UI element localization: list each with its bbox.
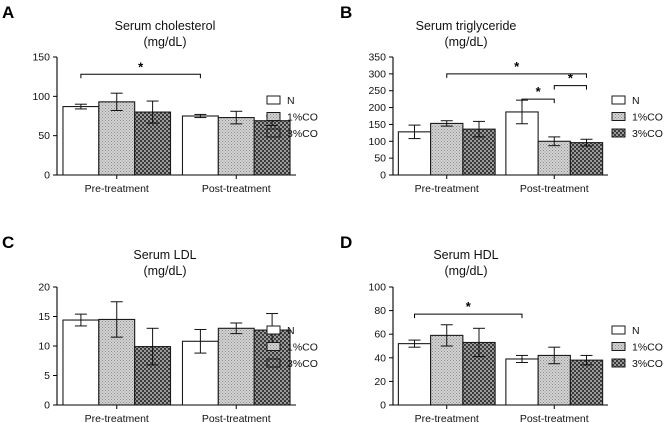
legend-swatch	[611, 112, 626, 121]
y-tick-label: 0	[380, 400, 386, 412]
x-tick-label: Post-treatment	[520, 413, 589, 423]
chart-subtitle: (mg/dL)	[444, 264, 487, 278]
y-tick-label: 5	[44, 370, 50, 382]
chart-subtitle: (mg/dL)	[143, 35, 186, 49]
legend-swatch	[611, 95, 626, 105]
legend-label: N	[287, 325, 295, 337]
significance-star: *	[514, 59, 520, 74]
bar	[98, 101, 136, 176]
legend-label: 1%CO	[287, 342, 318, 354]
bar	[181, 115, 219, 176]
legend-label: 3%CO	[287, 128, 318, 140]
y-tick-label: 100	[368, 282, 386, 294]
x-tick-label: Post-treatment	[202, 413, 271, 423]
significance-star: *	[568, 71, 574, 86]
legend-swatch	[611, 358, 626, 368]
legend-swatch	[266, 128, 281, 138]
legend-label: 3%CO	[632, 128, 663, 140]
chart-subtitle: (mg/dL)	[143, 264, 186, 278]
chart-panel-c: C Serum LDL (mg/dL) 0 5 10 15 20 Pre-treatment Po…	[2, 233, 318, 423]
y-tick-label: 250	[368, 85, 386, 97]
y-tick-label: 50	[38, 130, 50, 142]
x-tick-label: Post-treatment	[202, 183, 271, 195]
bar	[62, 106, 100, 176]
y-tick-label: 200	[368, 102, 386, 114]
chart-panel-b: B Serum triglyceride (mg/dL) 0 50 100 150 200 25…	[340, 3, 663, 195]
legend-label: 3%CO	[632, 358, 663, 370]
y-tick-label: 0	[44, 400, 50, 412]
x-tick-label: Pre-treatment	[85, 413, 149, 423]
legend-label: 1%CO	[287, 112, 318, 124]
x-tick-label: Pre-treatment	[85, 183, 149, 195]
y-tick-label: 60	[374, 329, 386, 341]
bar	[569, 359, 604, 406]
bar	[217, 327, 255, 406]
y-tick-label: 80	[374, 305, 386, 317]
chart-title: Serum LDL	[133, 248, 196, 262]
y-tick-label: 15	[38, 311, 50, 323]
significance-bracket	[521, 98, 555, 104]
significance-bracket	[446, 73, 587, 78]
y-tick-label: 40	[374, 352, 386, 364]
bar	[569, 142, 604, 176]
significance-bracket	[80, 73, 201, 79]
y-tick-label: 150	[368, 119, 386, 131]
y-tick-label: 50	[374, 153, 386, 165]
legend-label: N	[287, 95, 295, 107]
bar	[430, 122, 464, 176]
bar	[397, 343, 432, 406]
y-tick-label: 150	[32, 52, 50, 64]
panel-letter: D	[340, 233, 352, 252]
chart-panel-d: D Serum HDL (mg/dL) 0 20 40 60 80 100 Pre-treatme…	[340, 233, 663, 423]
legend-swatch	[611, 128, 626, 138]
bar	[217, 117, 255, 176]
significance-star: *	[466, 299, 472, 314]
bar	[62, 319, 100, 406]
legend-label: 1%CO	[632, 112, 663, 124]
significance-star: *	[138, 59, 144, 74]
panel-letter: A	[2, 3, 14, 22]
significance-star: *	[536, 84, 542, 99]
legend-label: N	[632, 95, 640, 107]
legend-label: N	[632, 325, 640, 337]
y-tick-label: 0	[380, 170, 386, 182]
panel-letter: B	[340, 3, 352, 22]
chart-panel-a: A Serum cholesterol (mg/dL) 0 50 100 150 Pre-tr…	[2, 3, 318, 195]
legend-swatch	[266, 358, 281, 368]
y-tick-label: 100	[32, 91, 50, 103]
chart-title: Serum HDL	[433, 248, 498, 262]
x-tick-label: Pre-treatment	[415, 183, 479, 195]
significance-bracket	[553, 85, 587, 90]
y-tick-label: 0	[44, 170, 50, 182]
legend-swatch	[266, 95, 281, 105]
significance-bracket	[414, 313, 523, 319]
legend-swatch	[611, 342, 626, 351]
y-tick-label: 20	[38, 282, 50, 294]
legend-label: 3%CO	[287, 358, 318, 370]
chart-title: Serum cholesterol	[115, 19, 216, 33]
y-tick-label: 350	[368, 52, 386, 64]
bar	[537, 140, 571, 176]
bar	[134, 111, 172, 176]
y-tick-label: 20	[374, 376, 386, 388]
bar	[505, 358, 539, 406]
panel-letter: C	[2, 233, 14, 252]
x-tick-label: Post-treatment	[520, 183, 589, 195]
legend-swatch	[266, 325, 281, 335]
chart-subtitle: (mg/dL)	[444, 35, 487, 49]
legend-swatch	[611, 325, 626, 335]
legend-swatch	[266, 112, 281, 121]
legend-label: 1%CO	[632, 342, 663, 354]
x-tick-label: Pre-treatment	[415, 413, 479, 423]
legend-swatch	[266, 342, 281, 351]
y-tick-label: 100	[368, 136, 386, 148]
y-tick-label: 300	[368, 68, 386, 80]
y-tick-label: 10	[38, 341, 50, 353]
chart-title: Serum triglyceride	[416, 19, 517, 33]
